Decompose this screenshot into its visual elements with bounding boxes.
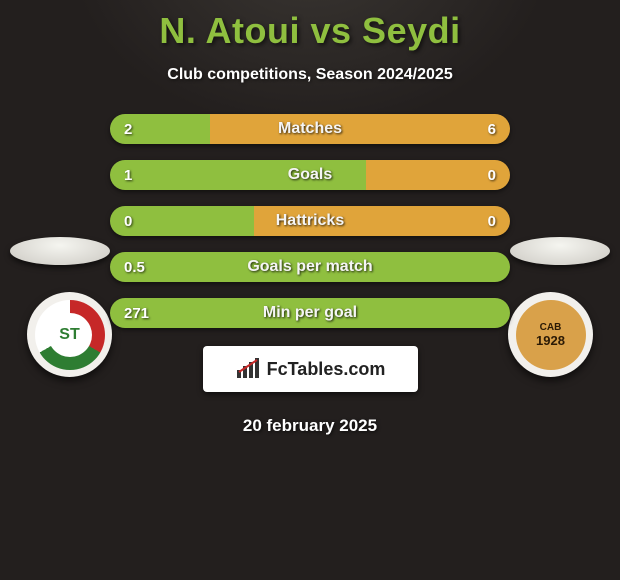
stat-label: Goals <box>110 160 510 190</box>
stat-value-left: 2 <box>124 114 132 144</box>
stat-value-left: 0 <box>124 206 132 236</box>
branding-box: FcTables.com <box>203 346 418 392</box>
stat-value-left: 271 <box>124 298 149 328</box>
stat-value-right: 6 <box>488 114 496 144</box>
stat-value-right: 0 <box>488 160 496 190</box>
stat-row: Hattricks0 0 <box>110 206 510 236</box>
stat-value-left: 0.5 <box>124 252 145 282</box>
right-club-badge-year: 1928 <box>536 333 565 348</box>
stats-area: ST CAB 1928 Matches26Goals10Hattricks00G… <box>0 114 620 328</box>
stat-row: Matches2 6 <box>110 114 510 144</box>
branding-chart-icon <box>235 358 261 380</box>
stat-row: Goals1 0 <box>110 160 510 190</box>
stat-value-left: 1 <box>124 160 132 190</box>
stat-row: Goals per match0.5 <box>110 252 510 282</box>
left-club-badge-inner: ST <box>35 300 105 370</box>
comparison-title: N. Atoui vs Seydi <box>0 0 620 52</box>
right-player-ellipse <box>510 237 610 265</box>
left-player-ellipse <box>10 237 110 265</box>
left-club-badge: ST <box>27 292 112 377</box>
left-club-badge-text: ST <box>48 313 92 357</box>
stat-label: Hattricks <box>110 206 510 236</box>
branding-text: FcTables.com <box>267 359 386 380</box>
right-club-badge-inner: CAB 1928 <box>516 300 586 370</box>
right-club-badge-text: CAB <box>540 322 562 333</box>
stat-label: Goals per match <box>110 252 510 282</box>
stat-label: Matches <box>110 114 510 144</box>
stat-row: Min per goal271 <box>110 298 510 328</box>
comparison-subtitle: Club competitions, Season 2024/2025 <box>0 66 620 84</box>
right-club-badge: CAB 1928 <box>508 292 593 377</box>
snapshot-date: 20 february 2025 <box>0 416 620 436</box>
stat-value-right: 0 <box>488 206 496 236</box>
stat-label: Min per goal <box>110 298 510 328</box>
